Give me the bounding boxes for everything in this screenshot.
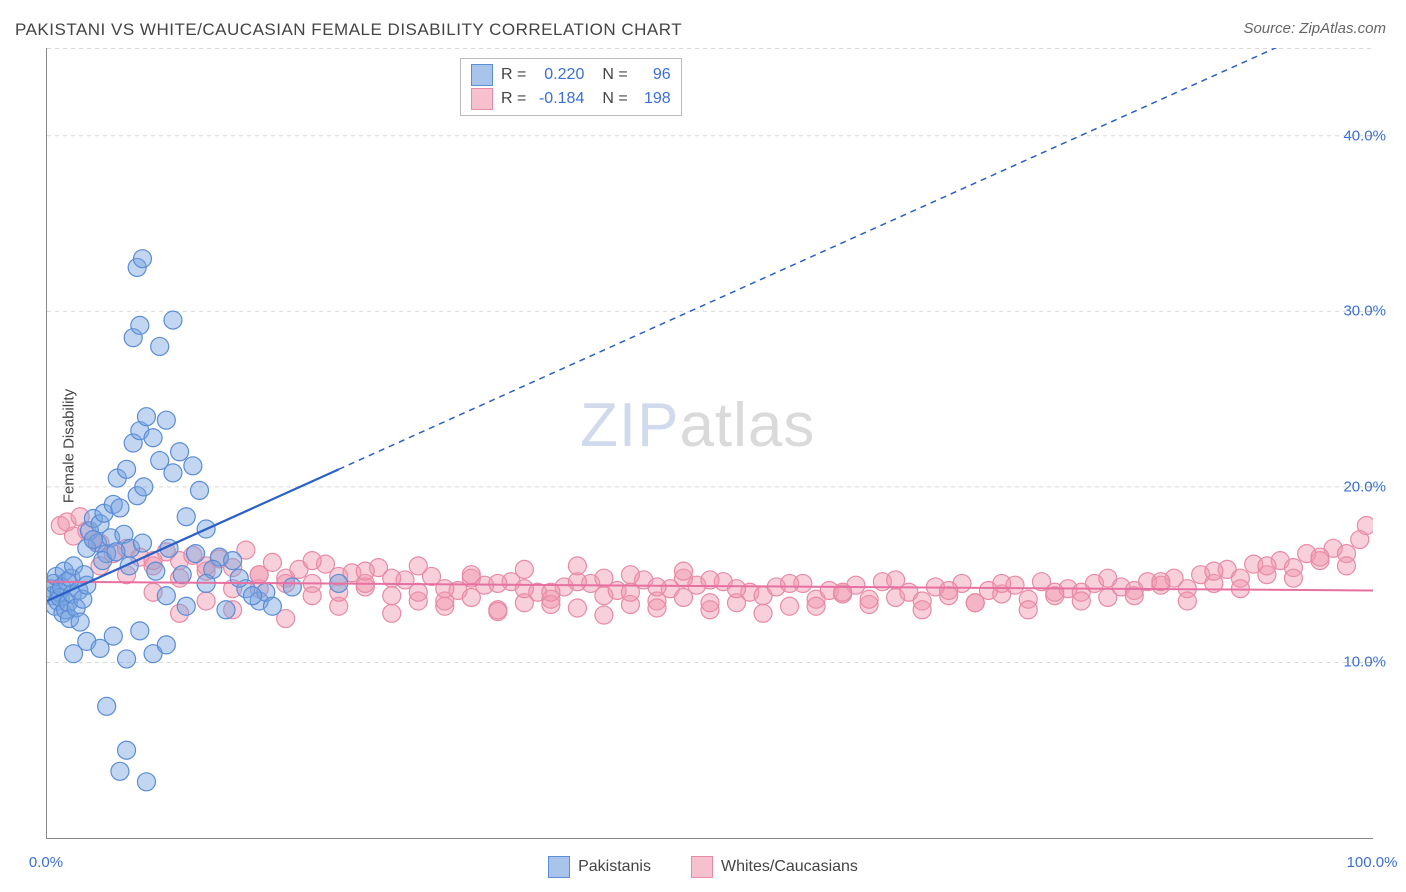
swatch-whites-icon: [471, 88, 493, 110]
legend-item-whites: Whites/Caucasians: [691, 856, 858, 878]
swatch-pakistanis-icon: [471, 64, 493, 86]
r-label: R =: [501, 90, 526, 108]
swatch-pakistanis-icon: [548, 856, 570, 878]
r-value: -0.184: [534, 90, 584, 108]
chart-title: PAKISTANI VS WHITE/CAUCASIAN FEMALE DISA…: [15, 20, 682, 40]
legend-label: Pakistanis: [578, 858, 651, 876]
stats-row-whites: R = -0.184 N = 198: [471, 87, 671, 111]
r-value: 0.220: [534, 66, 584, 84]
source-attribution: Source: ZipAtlas.com: [1243, 20, 1386, 37]
x-tick-label: 100.0%: [1347, 854, 1398, 871]
n-value: 96: [636, 66, 671, 84]
legend-item-pakistanis: Pakistanis: [548, 856, 651, 878]
legend-label: Whites/Caucasians: [721, 858, 858, 876]
n-label: N =: [602, 66, 627, 84]
stats-row-pakistanis: R = 0.220 N = 96: [471, 63, 671, 87]
y-tick-label: 30.0%: [1343, 303, 1386, 320]
y-tick-label: 10.0%: [1343, 654, 1386, 671]
n-value: 198: [636, 90, 671, 108]
x-tick-label: 0.0%: [29, 854, 63, 871]
bottom-legend: Pakistanis Whites/Caucasians: [0, 856, 1406, 878]
chart-container: PAKISTANI VS WHITE/CAUCASIAN FEMALE DISA…: [0, 0, 1406, 892]
r-label: R =: [501, 66, 526, 84]
y-tick-label: 40.0%: [1343, 127, 1386, 144]
y-tick-label: 20.0%: [1343, 478, 1386, 495]
swatch-whites-icon: [691, 856, 713, 878]
n-label: N =: [602, 90, 627, 108]
scatter-plot: [46, 48, 1373, 839]
correlation-stats-box: R = 0.220 N = 96 R = -0.184 N = 198: [460, 58, 682, 116]
